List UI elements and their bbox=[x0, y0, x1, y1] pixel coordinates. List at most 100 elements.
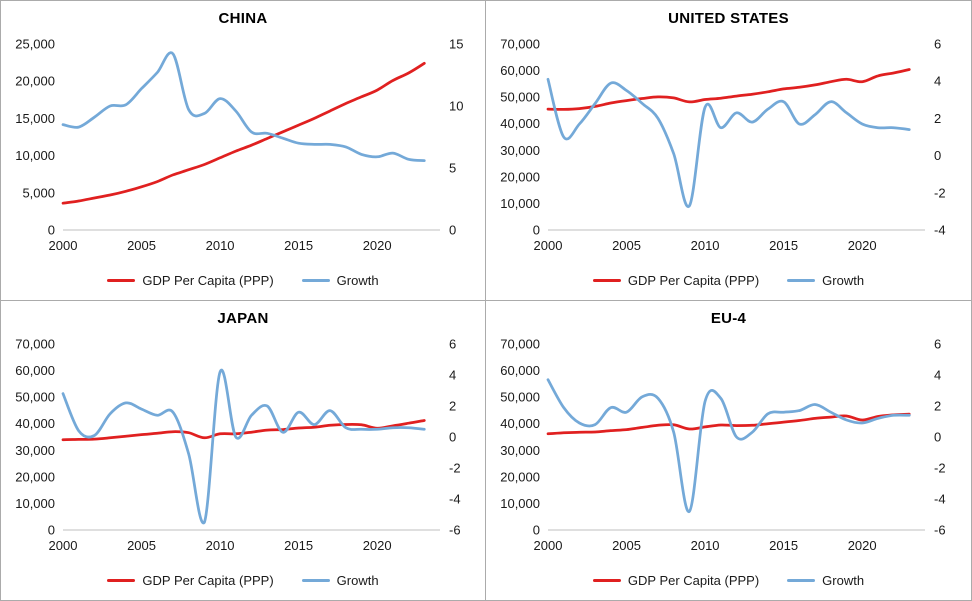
growth-line bbox=[61, 51, 426, 162]
right-axis-tick-label: 4 bbox=[934, 74, 941, 89]
growth-line-swatch bbox=[301, 278, 330, 282]
right-axis-tick-label: 0 bbox=[934, 429, 941, 444]
left-axis-tick-label: 30,000 bbox=[500, 143, 540, 158]
x-axis-tick-label: 2010 bbox=[691, 238, 720, 253]
chart-title-china: CHINA bbox=[218, 10, 268, 27]
right-axis-tick-label: 6 bbox=[449, 336, 456, 351]
right-axis-tick-label: -4 bbox=[934, 223, 946, 238]
left-axis-tick-label: 40,000 bbox=[15, 416, 55, 431]
x-axis-tick-label: 2000 bbox=[534, 238, 563, 253]
gdp-line bbox=[61, 61, 426, 205]
legend-item-growth: Growth bbox=[787, 273, 864, 288]
legend-label-growth: Growth bbox=[822, 573, 865, 588]
left-axis-tick-label: 10,000 bbox=[15, 495, 55, 510]
right-axis-tick-label: -2 bbox=[934, 460, 946, 475]
gdp-line bbox=[546, 412, 911, 435]
left-axis-tick-label: 50,000 bbox=[500, 90, 540, 105]
x-axis-tick-label: 2020 bbox=[848, 538, 877, 553]
right-axis-tick-label: 2 bbox=[934, 398, 941, 413]
legend-item-gdp: GDP Per Capita (PPP) bbox=[592, 573, 760, 588]
right-axis-tick-label: -6 bbox=[449, 522, 461, 537]
legend-item-gdp: GDP Per Capita (PPP) bbox=[107, 272, 274, 288]
right-axis-tick-label: -2 bbox=[449, 460, 461, 475]
x-axis-tick-label: 2005 bbox=[612, 538, 641, 553]
x-axis-tick-label: 2015 bbox=[769, 538, 798, 553]
x-axis-tick-label: 2005 bbox=[127, 238, 156, 253]
x-axis-tick-label: 2000 bbox=[49, 538, 78, 553]
left-axis-tick-label: 60,000 bbox=[500, 363, 540, 378]
legend-label-gdp: GDP Per Capita (PPP) bbox=[142, 272, 274, 288]
right-axis-tick-label: 2 bbox=[934, 111, 941, 126]
right-axis-tick-label: 0 bbox=[449, 429, 456, 444]
chart-title-united-states: UNITED STATES bbox=[668, 10, 789, 27]
left-axis-tick-label: 0 bbox=[533, 522, 540, 537]
growth-line bbox=[546, 377, 911, 513]
chart-legend: GDP Per Capita (PPP) Growth bbox=[1, 273, 485, 288]
growth-line-swatch bbox=[301, 579, 330, 582]
left-axis-tick-label: 20,000 bbox=[500, 169, 540, 184]
left-axis-tick-label: 20,000 bbox=[15, 74, 55, 89]
x-axis-tick-label: 2010 bbox=[206, 238, 235, 253]
chart-legend: GDP Per Capita (PPP) Growth bbox=[1, 573, 485, 588]
left-axis-tick-label: 50,000 bbox=[500, 389, 540, 404]
legend-label-growth: Growth bbox=[336, 573, 379, 588]
gdp-line-swatch bbox=[592, 278, 621, 282]
x-axis-tick-label: 2015 bbox=[284, 538, 313, 553]
right-axis-tick-label: 5 bbox=[449, 161, 456, 176]
right-axis-tick-label: 2 bbox=[449, 398, 456, 413]
legend-label-gdp: GDP Per Capita (PPP) bbox=[142, 573, 274, 588]
gdp-line-swatch bbox=[107, 579, 136, 582]
left-axis-tick-label: 40,000 bbox=[500, 416, 540, 431]
right-axis-tick-label: 0 bbox=[449, 223, 456, 238]
x-axis-tick-label: 2015 bbox=[284, 238, 313, 253]
x-axis-tick-label: 2005 bbox=[612, 238, 641, 253]
right-axis-tick-label: 10 bbox=[449, 99, 463, 114]
left-axis-tick-label: 5,000 bbox=[22, 185, 55, 200]
chart-title-japan: JAPAN bbox=[217, 309, 269, 327]
legend-label-gdp: GDP Per Capita (PPP) bbox=[627, 573, 760, 588]
line-chart-japan: 0 10,000 20,000 30,000 40,000 50,000 60,000 70,… bbox=[15, 336, 461, 553]
left-axis-tick-label: 10,000 bbox=[500, 196, 540, 211]
growth-line-swatch bbox=[787, 579, 816, 582]
line-chart-china: 0 5,000 10,000 15,000 20,000 25,000 0 5 10 15 2000… bbox=[15, 37, 463, 254]
chart-panel-eu4: EU-4 0 10,000 20,000 30,000 40,000 50,000 60,0… bbox=[486, 300, 971, 600]
right-axis-tick-label: 4 bbox=[934, 367, 941, 382]
legend-label-growth: Growth bbox=[336, 272, 379, 288]
x-axis-tick-label: 2010 bbox=[206, 538, 235, 553]
x-axis-tick-label: 2000 bbox=[49, 238, 78, 253]
growth-line bbox=[61, 368, 426, 524]
line-chart-united-states: 0 10,000 20,000 30,000 40,000 50,000 60,000 70,… bbox=[500, 37, 946, 254]
legend-item-growth: Growth bbox=[787, 573, 864, 588]
gdp-line-swatch bbox=[107, 278, 136, 282]
left-axis-tick-label: 10,000 bbox=[15, 148, 55, 163]
legend-item-growth: Growth bbox=[301, 573, 379, 588]
left-axis-tick-label: 70,000 bbox=[15, 336, 55, 351]
chart-legend: GDP Per Capita (PPP) Growth bbox=[486, 573, 971, 588]
legend-item-gdp: GDP Per Capita (PPP) bbox=[592, 273, 759, 288]
left-axis-tick-label: 30,000 bbox=[500, 442, 540, 457]
left-axis-tick-label: 15,000 bbox=[15, 111, 55, 126]
left-axis-tick-label: 0 bbox=[48, 522, 55, 537]
right-axis-tick-label: 6 bbox=[934, 336, 941, 351]
right-axis-tick-label: 0 bbox=[934, 148, 941, 163]
x-axis-tick-label: 2020 bbox=[848, 238, 877, 253]
left-axis-tick-label: 25,000 bbox=[15, 37, 55, 52]
growth-line bbox=[546, 77, 911, 208]
growth-line-swatch bbox=[787, 278, 816, 282]
right-axis-tick-label: 15 bbox=[449, 37, 463, 52]
legend-item-gdp: GDP Per Capita (PPP) bbox=[107, 573, 274, 588]
right-axis-tick-label: -4 bbox=[934, 491, 946, 506]
left-axis-tick-label: 0 bbox=[48, 223, 55, 238]
x-axis-tick-label: 2020 bbox=[363, 538, 392, 553]
x-axis-tick-label: 2005 bbox=[127, 538, 156, 553]
left-axis-tick-label: 60,000 bbox=[500, 63, 540, 78]
left-axis-tick-label: 50,000 bbox=[15, 389, 55, 404]
right-axis-tick-label: -4 bbox=[449, 491, 461, 506]
x-axis-tick-label: 2015 bbox=[769, 238, 798, 253]
left-axis-tick-label: 70,000 bbox=[500, 336, 540, 351]
left-axis-tick-label: 20,000 bbox=[500, 469, 540, 484]
left-axis-tick-label: 40,000 bbox=[500, 116, 540, 131]
chart-title-eu4: EU-4 bbox=[710, 309, 747, 327]
right-axis-tick-label: 4 bbox=[449, 367, 456, 382]
